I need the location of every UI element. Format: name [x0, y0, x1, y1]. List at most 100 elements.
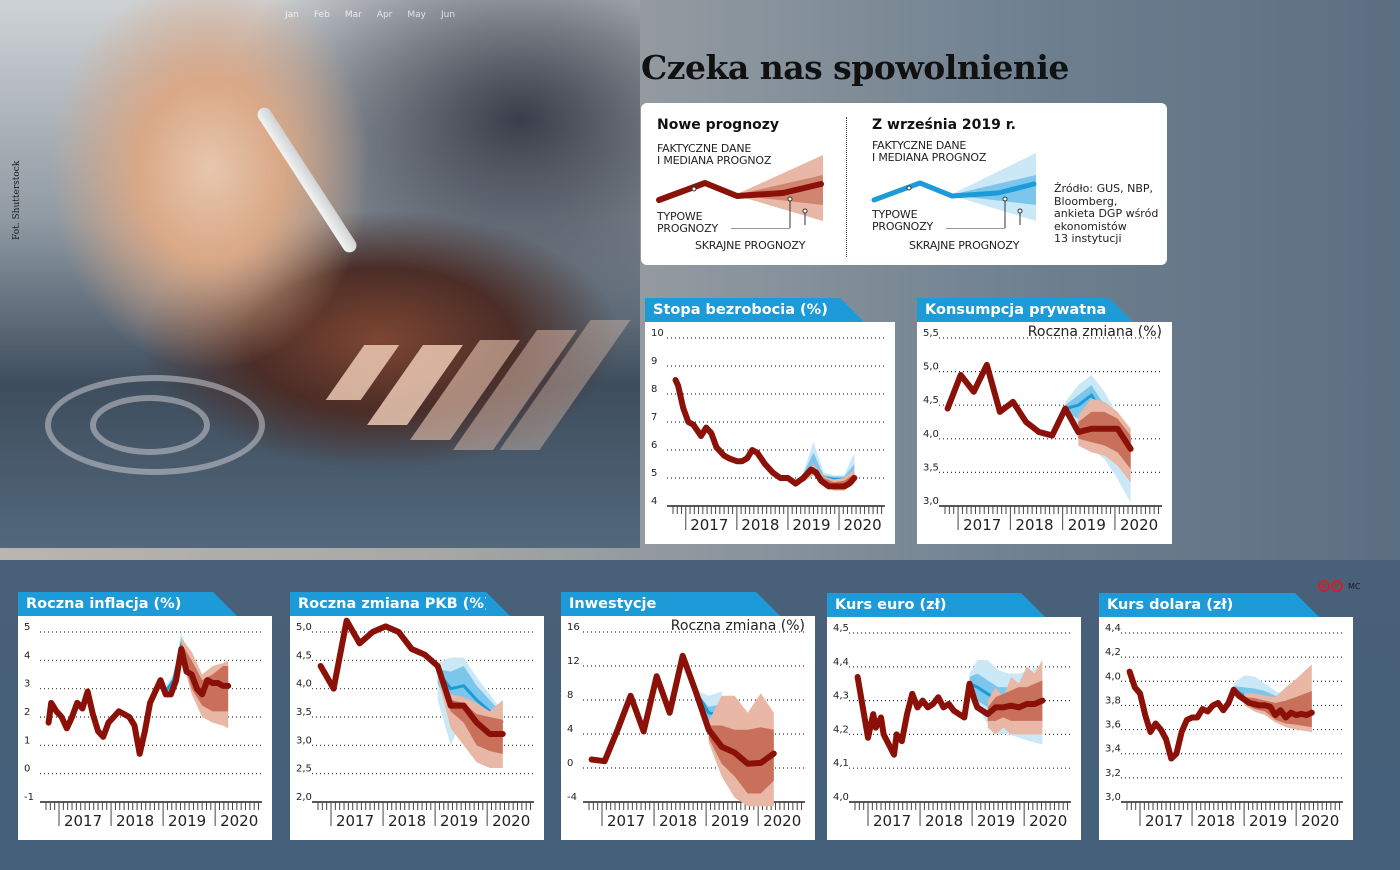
chart-title-tab: Roczna zmiana PKB (%)	[290, 592, 512, 618]
y-tick-label: 10	[651, 328, 664, 339]
chart-title-tab: Roczna inflacja (%)	[18, 592, 239, 618]
actual-data-line	[854, 673, 1046, 758]
y-tick-label: 16	[567, 622, 580, 633]
y-tick-label: 4,0	[923, 429, 939, 440]
chart-title-tab: Konsumpcja prywatna	[917, 298, 1135, 324]
y-tick-label: 4,1	[833, 758, 849, 769]
chart-title-tab: Kurs euro (zł)	[827, 593, 1047, 619]
source-line: Źródło: GUS, NBP,	[1054, 182, 1154, 195]
y-tick-label: 5,5	[923, 328, 939, 339]
tab-corner	[486, 592, 512, 618]
y-tick-label: 3,5	[923, 462, 939, 473]
x-year-label: 2017	[1145, 812, 1183, 830]
actual-data-line	[45, 646, 232, 757]
y-tick-label: 5	[24, 622, 30, 633]
y-tick-label: 1	[24, 735, 30, 746]
chart-panel-unemployment: Stopa bezrobocia (%) 4 5 6 7 8 9 10 2017 2018 2019…	[645, 298, 895, 546]
x-year-label: 2019	[711, 812, 749, 830]
y-tick-label: 4,2	[1105, 647, 1121, 658]
y-tick-label: 8	[567, 690, 573, 701]
y-tick-label: 4,4	[833, 657, 849, 668]
x-year-label: 2017	[963, 516, 1001, 534]
y-tick-label: 2,0	[296, 792, 312, 803]
y-tick-label: 3,2	[1105, 768, 1121, 779]
y-tick-label: 4	[24, 650, 30, 661]
legend-old-forecasts: Z września 2019 r. FAKTYCZNE DANE I MEDI…	[856, 103, 1056, 265]
chart-body: -4 0 4 8 12 16 2017 2018 2019 2020 Roczna zmiana (…	[561, 616, 815, 840]
y-tick-label: 2	[24, 707, 30, 718]
photo-label: Jun	[440, 10, 456, 20]
chart-svg: 2,0 2,5 3,0 3,5 4,0 4,5 5,0 2017 2018 2019 2020	[296, 617, 534, 830]
legend-label-typical: PROGNOZY	[657, 222, 719, 235]
photo-label: Jan	[285, 10, 299, 20]
source-note: Źródło: GUS, NBP, Bloomberg, ankieta DGP…	[1054, 182, 1166, 246]
chart-title-tab: Kurs dolara (zł)	[1099, 593, 1321, 619]
y-tick-label: 12	[567, 656, 580, 667]
photo-label: May	[407, 10, 426, 20]
legend-connector	[946, 228, 1005, 229]
y-tick-label: 3,0	[296, 735, 312, 746]
x-year-label: 2019	[168, 812, 206, 830]
photo-label: Mar	[344, 10, 362, 20]
chart-body: 2,0 2,5 3,0 3,5 4,0 4,5 5,0 2017 2018 2019 2020	[290, 616, 544, 840]
source-line: Bloomberg,	[1054, 194, 1118, 208]
x-year-label: 2017	[873, 812, 911, 830]
y-tick-label: 0	[24, 764, 30, 775]
y-tick-label: 4,2	[833, 724, 849, 735]
chart-body: 3,0 3,2 3,4 3,6 3,8 4,0 4,2 4,4 2017 2018 2019 2020	[1099, 617, 1353, 840]
y-tick-label: 4,0	[1105, 671, 1121, 682]
chart-body: 4 5 6 7 8 9 10 2017 2018 2019 2020	[645, 322, 895, 544]
chart-body: 3,0 3,5 4,0 4,5 5,0 5,5 2017 2018 2019 2020 Roczna…	[917, 322, 1172, 544]
tab-corner	[213, 592, 239, 618]
y-tick-label: 3,0	[1105, 792, 1121, 803]
chart-svg: 3,0 3,5 4,0 4,5 5,0 5,5 2017 2018 2019 2020	[923, 328, 1162, 534]
chart-svg: 4 5 6 7 8 9 10 2017 2018 2019 2020	[651, 328, 885, 534]
tab-corner	[1295, 593, 1321, 619]
y-tick-label: 3,0	[923, 496, 939, 507]
y-tick-label: -4	[567, 792, 577, 803]
x-year-label: 2020	[492, 812, 530, 830]
y-tick-label: 4,0	[833, 792, 849, 803]
y-tick-label: 4,5	[923, 395, 939, 406]
y-tick-label: 3,4	[1105, 744, 1121, 755]
chart-subtitle: Roczna zmiana (%)	[670, 618, 805, 634]
chart-svg: -4 0 4 8 12 16 2017 2018 2019 2020	[567, 622, 805, 830]
y-tick-label: 4,0	[296, 679, 312, 690]
legend-sample-chart-new	[656, 155, 824, 228]
chart-svg: 4,0 4,1 4,2 4,3 4,4 4,5 2017 2018 2019 2020	[833, 623, 1071, 830]
y-tick-label: 4,3	[833, 691, 849, 702]
legend-label-actual: FAKTYCZNE DANE	[657, 142, 752, 155]
y-tick-label: 2,5	[296, 764, 312, 775]
legend-label-typical: TYPOWE	[657, 210, 703, 223]
x-year-label: 2019	[792, 516, 830, 534]
chart-body: -1 0 1 2 3 4 5 2017 2018 2019 2020	[18, 616, 272, 840]
legend-label-typical: PROGNOZY	[872, 220, 934, 233]
tab-corner	[1021, 593, 1047, 619]
tab-corner	[840, 298, 866, 324]
legend-heading-new: Nowe prognozy	[657, 117, 780, 133]
y-tick-label: 4	[651, 496, 657, 507]
x-year-label: 2017	[607, 812, 645, 830]
author-logo: © P MC	[1318, 580, 1361, 592]
y-tick-label: 3,5	[296, 707, 312, 718]
y-tick-label: 4,4	[1105, 623, 1121, 634]
actual-data-line	[588, 652, 777, 767]
x-year-label: 2020	[843, 516, 881, 534]
y-tick-label: 5,0	[296, 622, 312, 633]
x-year-label: 2020	[1029, 812, 1067, 830]
legend-sample-chart-old	[871, 153, 1037, 228]
chart-svg: 3,0 3,2 3,4 3,6 3,8 4,0 4,2 4,4 2017 2018 2019 2020	[1105, 623, 1343, 830]
p-mark-icon: P	[1331, 580, 1343, 592]
chart-body: 4,0 4,1 4,2 4,3 4,4 4,5 2017 2018 2019 2020	[827, 617, 1081, 840]
photo-ring	[45, 375, 265, 475]
source-line: ankieta DGP wśród	[1054, 207, 1159, 220]
y-tick-label: 3,6	[1105, 720, 1121, 731]
source-line: ekonomistów	[1054, 219, 1127, 233]
chart-panel-eur-pln: Kurs euro (zł) 4,0 4,1 4,2 4,3 4,4 4,5 2017 2018…	[827, 593, 1081, 840]
y-tick-label: 4,5	[296, 650, 312, 661]
y-tick-label: 3,8	[1105, 695, 1121, 706]
page-title: Czeka nas spowolnienie	[641, 48, 1069, 87]
tab-corner	[756, 592, 782, 618]
chart-panel-investment: Inwestycje -4 0 4 8 12 16 2017 2018 2019 2020 Roczn…	[561, 592, 815, 840]
legend-new-forecasts: Nowe prognozy FAKTYCZNE DANE I MEDIANA P…	[641, 103, 846, 265]
